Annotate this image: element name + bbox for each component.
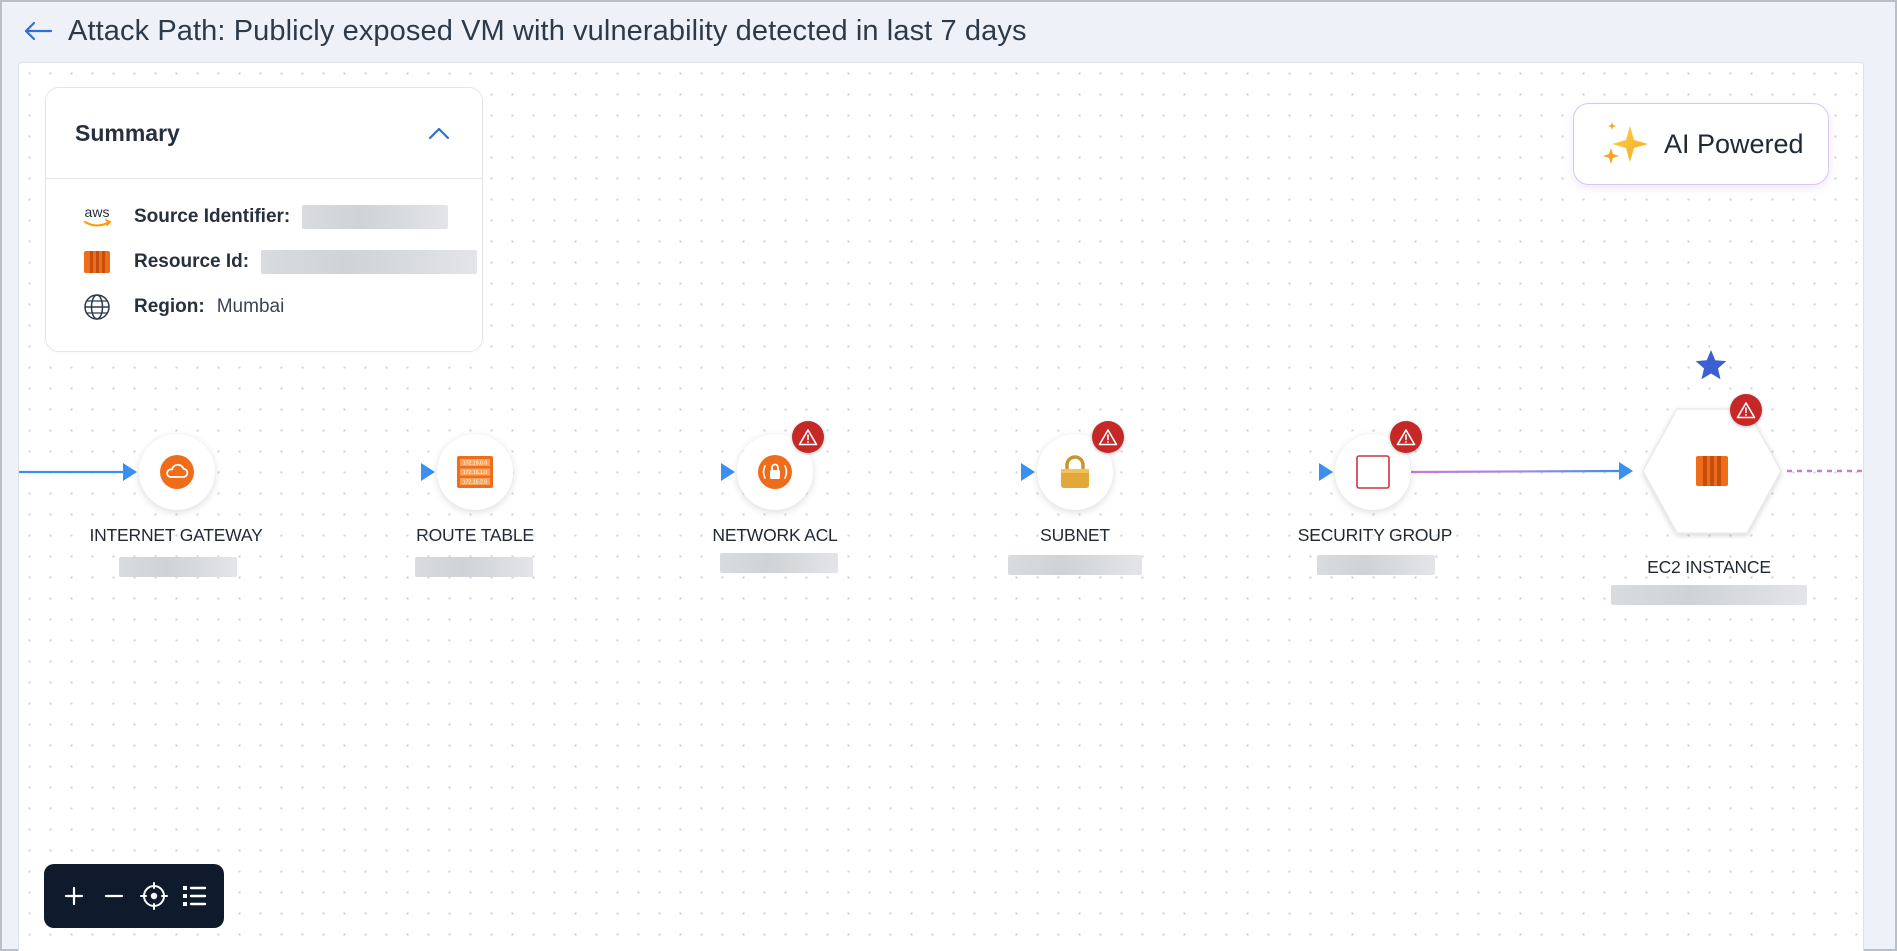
node-label-security-group: SECURITY GROUP	[1297, 525, 1453, 545]
summary-row-region: Region: Mumbai	[80, 290, 284, 324]
node-label-ec2-instance: EC2 INSTANCE	[1647, 557, 1771, 577]
svg-text:aws: aws	[85, 204, 110, 220]
node-id-route-table-redacted	[415, 557, 533, 577]
edge-subnet-to-sg	[1113, 463, 1333, 481]
route-table-icon: 172.16.0.0 172.16.1.0 172.16.2.0	[457, 456, 493, 488]
arrow-left-icon	[24, 21, 53, 41]
warning-icon	[1736, 402, 1756, 419]
summary-row-resource-id: Resource Id:	[80, 245, 478, 279]
node-label-route-table: ROUTE TABLE	[416, 525, 534, 545]
aws-logo-icon: aws	[80, 200, 114, 234]
source-identifier-redacted	[302, 205, 449, 229]
list-icon	[183, 886, 207, 906]
node-id-ec2-instance-redacted	[1611, 585, 1807, 605]
globe-icon	[80, 290, 114, 324]
warning-icon	[1396, 429, 1416, 446]
node-id-internet-gateway-redacted	[119, 557, 237, 577]
page-title: Attack Path: Publicly exposed VM with vu…	[68, 14, 1027, 47]
attack-path-edges	[19, 462, 1863, 481]
node-internet-gateway[interactable]	[139, 434, 215, 510]
plus-icon	[64, 886, 84, 906]
collapse-summary-button[interactable]	[424, 118, 454, 148]
node-subnet-alert[interactable]	[1092, 421, 1124, 453]
ec2-icon	[80, 245, 114, 279]
node-ec2-instance[interactable]	[1637, 403, 1787, 544]
node-label-network-acl: NETWORK ACL	[712, 525, 838, 545]
crosshair-icon	[140, 882, 168, 910]
edge-entry	[19, 463, 137, 481]
edge-gateway-to-route	[215, 463, 435, 481]
zoom-out-button[interactable]	[97, 879, 131, 913]
summary-title: Summary	[75, 119, 180, 146]
node-network-acl-alert[interactable]	[792, 421, 824, 453]
node-security-group-alert[interactable]	[1390, 421, 1422, 453]
zoom-in-button[interactable]	[57, 879, 91, 913]
edge-acl-to-subnet	[813, 463, 1035, 481]
attack-path-canvas[interactable]: Summary aws Source Identifier:	[18, 62, 1864, 951]
warning-icon	[1098, 429, 1118, 446]
node-id-network-acl-redacted	[720, 553, 838, 573]
node-route-table[interactable]: 172.16.0.0 172.16.1.0 172.16.2.0	[437, 434, 513, 510]
resource-id-redacted	[261, 250, 478, 274]
chevron-up-icon	[428, 127, 450, 140]
node-label-internet-gateway: INTERNET GATEWAY	[89, 525, 263, 545]
region-value: Mumbai	[216, 296, 285, 317]
sparkles-icon	[1603, 122, 1648, 164]
svg-text:172.16.0.0: 172.16.0.0	[463, 461, 488, 467]
cloud-icon	[160, 455, 194, 489]
edge-route-to-acl	[513, 463, 735, 481]
summary-panel: Summary aws Source Identifier:	[45, 87, 483, 352]
node-id-subnet-redacted	[1008, 555, 1142, 575]
source-identifier-label: Source Identifier:	[134, 206, 291, 227]
node-id-security-group-redacted	[1317, 555, 1435, 575]
back-button[interactable]	[20, 13, 56, 49]
svg-text:172.16.2.0: 172.16.2.0	[463, 480, 488, 486]
node-label-subnet: SUBNET	[1040, 525, 1110, 545]
ai-powered-badge[interactable]: AI Powered	[1573, 103, 1829, 185]
region-label: Region:	[134, 296, 205, 317]
canvas-controls	[44, 864, 224, 928]
minus-icon	[104, 894, 124, 898]
network-acl-icon	[758, 455, 792, 489]
summary-header[interactable]: Summary	[46, 88, 482, 179]
ai-powered-label: AI Powered	[1664, 128, 1804, 159]
fit-view-button[interactable]	[137, 879, 171, 913]
svg-text:172.16.1.0: 172.16.1.0	[463, 470, 488, 476]
starred-icon	[1695, 350, 1727, 380]
edge-sg-to-ec2	[1410, 462, 1633, 480]
resource-id-label: Resource Id:	[134, 251, 250, 272]
page-header: Attack Path: Publicly exposed VM with vu…	[2, 2, 1895, 60]
warning-icon	[798, 429, 818, 446]
padlock-icon	[1061, 455, 1089, 488]
node-ec2-instance-alert[interactable]	[1730, 394, 1762, 426]
summary-row-source-identifier: aws Source Identifier:	[80, 200, 449, 234]
ec2-icon	[1696, 456, 1728, 486]
legend-button[interactable]	[177, 879, 211, 913]
ec2-hexagon	[1642, 408, 1782, 534]
security-group-icon	[1356, 455, 1390, 489]
